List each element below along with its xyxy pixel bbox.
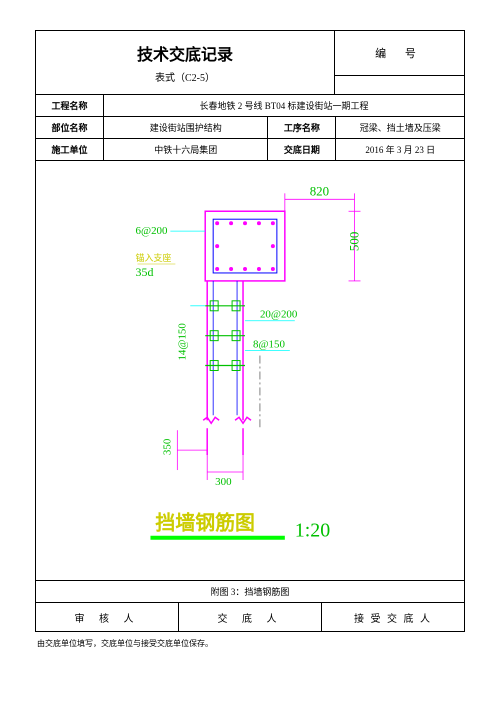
date-label: 交底日期: [268, 139, 336, 160]
svg-text:锚入支座: 锚入支座: [136, 252, 172, 263]
date-value: 2016 年 3 月 23 日: [336, 139, 464, 160]
sig-receiver: 接 受 交 底 人: [322, 603, 464, 631]
project-name-value: 长春地铁 2 号线 BT04 标建设街站一期工程: [104, 95, 464, 116]
svg-text:35d: 35d: [136, 265, 154, 279]
svg-text:挡墙钢筋图: 挡墙钢筋图: [155, 511, 254, 535]
subtitle: 表式（C2-5）: [36, 69, 334, 84]
rebar-diagram: 820 500 6@200 锚入支座 35d: [36, 161, 464, 580]
sig-disclosure: 交 底 人: [179, 603, 322, 631]
svg-text:8@150: 8@150: [253, 339, 285, 351]
unit-label: 施工单位: [36, 139, 104, 160]
unit-row: 施工单位 中铁十六局集团 交底日期 2016 年 3 月 23 日: [36, 139, 464, 161]
svg-text:1:20: 1:20: [295, 520, 330, 542]
unit-value: 中铁十六局集团: [104, 139, 268, 160]
part-name-value: 建设街站围护结构: [104, 117, 268, 138]
svg-text:14@150: 14@150: [176, 323, 188, 361]
work-name-value: 冠梁、挡土墙及压梁: [336, 117, 464, 138]
form-border: 技术交底记录 表式（C2-5） 编 号 工程名称 长春地铁 2 号线 BT04 …: [35, 30, 465, 632]
part-name-row: 部位名称 建设街站围护结构 工序名称 冠梁、挡土墙及压梁: [36, 117, 464, 139]
svg-text:500: 500: [346, 232, 361, 251]
sig-reviewer: 审 核 人: [36, 603, 179, 631]
code-label: 编 号: [335, 31, 464, 76]
project-name-label: 工程名称: [36, 95, 104, 116]
work-name-label: 工序名称: [268, 117, 336, 138]
svg-text:6@200: 6@200: [136, 225, 168, 237]
svg-text:350: 350: [161, 438, 173, 455]
svg-text:820: 820: [310, 183, 329, 198]
svg-text:300: 300: [215, 476, 232, 488]
part-name-label: 部位名称: [36, 117, 104, 138]
svg-text:20@200: 20@200: [260, 309, 298, 321]
caption: 附图 3：挡墙钢筋图: [36, 581, 464, 603]
header-row: 技术交底记录 表式（C2-5） 编 号: [36, 31, 464, 95]
diagram-area: 820 500 6@200 锚入支座 35d: [36, 161, 464, 581]
project-name-row: 工程名称 长春地铁 2 号线 BT04 标建设街站一期工程: [36, 95, 464, 117]
signature-row: 审 核 人 交 底 人 接 受 交 底 人: [36, 603, 464, 631]
footnote: 由交底单位填写，交底单位与接受交底单位保存。: [37, 638, 465, 649]
code-value: [335, 76, 464, 94]
main-title: 技术交底记录: [36, 41, 334, 65]
